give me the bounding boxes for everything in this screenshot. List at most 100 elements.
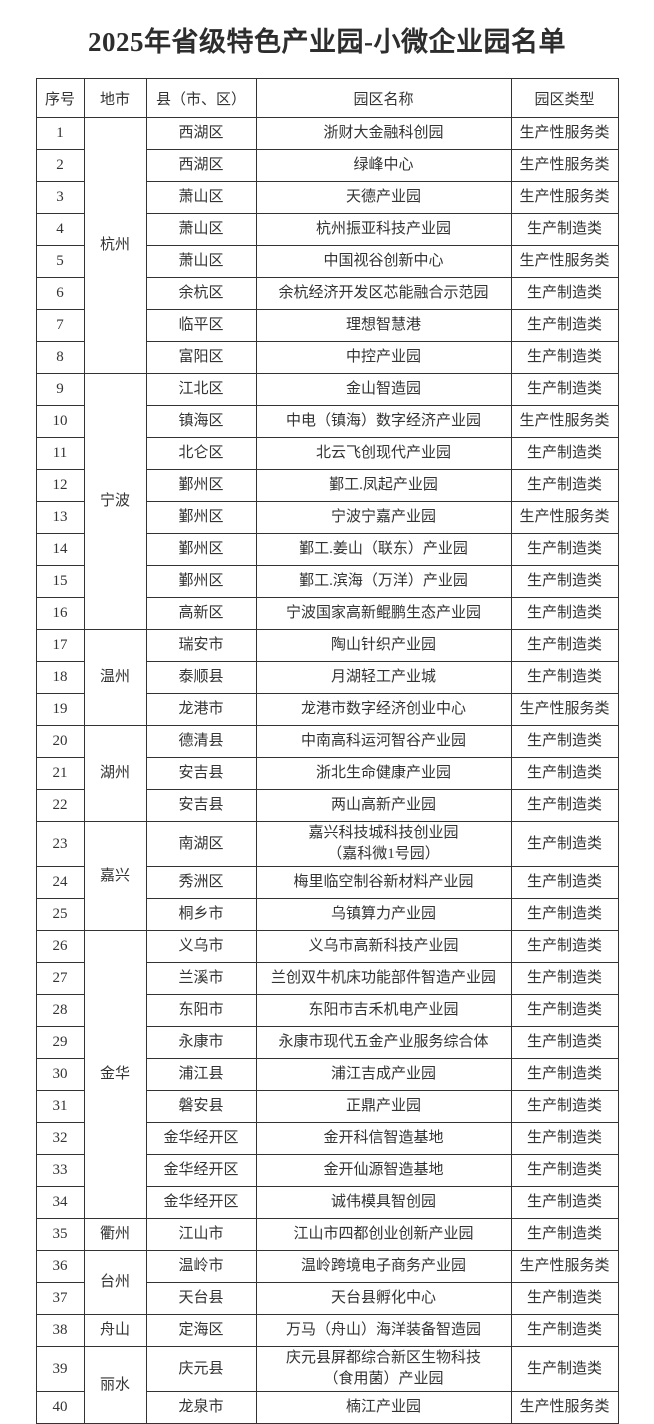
cell-no: 39: [35, 1346, 85, 1392]
cell-no: 22: [35, 789, 85, 822]
cell-county: 金华经开区: [145, 1122, 257, 1155]
cell-no: 11: [35, 437, 85, 470]
cell-park: 金开科信智造基地: [255, 1122, 512, 1155]
cell-county: 鄞州区: [145, 501, 257, 534]
cell-county: 鄞州区: [145, 469, 257, 502]
col-header-city: 地市: [83, 78, 147, 118]
cell-park: 义乌市高新科技产业园: [255, 930, 512, 963]
cell-park: 两山高新产业园: [255, 789, 512, 822]
table-row: 9 宁波 江北区 金山智造园 生产制造类: [35, 373, 619, 630]
cell-type: 生产性服务类: [510, 405, 619, 438]
table-row: 34 金华经开区 诚伟模具智创园 生产制造类: [35, 1186, 619, 1219]
cell-park: 鄞工.滨海（万洋）产业园: [255, 565, 512, 598]
table-row: 38 舟山 定海区 万马（舟山）海洋装备智造园 生产制造类: [35, 1314, 619, 1347]
cell-city: 舟山: [83, 1314, 147, 1347]
table-body: 1 杭州 西湖区 浙财大金融科创园 生产性服务类 2 西湖区 绿峰中心 生产性服务类 3 萧山区 天德…: [35, 117, 619, 1424]
table-row: 1 杭州 西湖区 浙财大金融科创园 生产性服务类: [35, 117, 619, 374]
cell-county: 安吉县: [145, 789, 257, 822]
cell-type: 生产性服务类: [510, 149, 619, 182]
cell-county: 泰顺县: [145, 661, 257, 694]
cell-county: 江山市: [145, 1218, 257, 1251]
table-row: 26 金华 义乌市 义乌市高新科技产业园 生产制造类: [35, 930, 619, 1219]
cell-park: 嘉兴科技城科技创业园 （嘉科微1号园）: [255, 821, 512, 867]
table-row: 35 衢州 江山市 江山市四都创业创新产业园 生产制造类: [35, 1218, 619, 1251]
col-header-type: 园区类型: [510, 78, 619, 118]
cell-no: 6: [35, 277, 85, 310]
cell-no: 18: [35, 661, 85, 694]
cell-county: 瑞安市: [145, 629, 257, 662]
cell-city: 金华: [83, 930, 147, 1219]
cell-park: 金山智造园: [255, 373, 512, 406]
table-row: 17 温州 瑞安市 陶山针织产业园 生产制造类: [35, 629, 619, 726]
cell-no: 33: [35, 1154, 85, 1187]
parks-table: 序号 地市 县（市、区） 园区名称 园区类型 1 杭州 西湖区 浙财大金融科创园 生产性…: [35, 78, 619, 1424]
cell-park: 庆元县屏都综合新区生物科技 （食用菌）产业园: [255, 1346, 512, 1392]
cell-type: 生产性服务类: [510, 501, 619, 534]
table-row: 14 鄞州区 鄞工.姜山（联东）产业园 生产制造类: [35, 533, 619, 566]
table-row: 7 临平区 理想智慧港 生产制造类: [35, 309, 619, 342]
cell-park: 兰创双牛机床功能部件智造产业园: [255, 962, 512, 995]
col-header-county: 县（市、区）: [145, 78, 257, 118]
table-row: 27 兰溪市 兰创双牛机床功能部件智造产业园 生产制造类: [35, 962, 619, 995]
cell-type: 生产制造类: [510, 533, 619, 566]
table-row: 15 鄞州区 鄞工.滨海（万洋）产业园 生产制造类: [35, 565, 619, 598]
col-header-no: 序号: [35, 78, 85, 118]
cell-no: 27: [35, 962, 85, 995]
cell-park: 龙港市数字经济创业中心: [255, 693, 512, 726]
cell-no: 9: [35, 373, 85, 406]
cell-park: 宁波宁嘉产业园: [255, 501, 512, 534]
cell-type: 生产制造类: [510, 994, 619, 1027]
cell-county: 萧山区: [145, 181, 257, 214]
cell-county: 磐安县: [145, 1090, 257, 1123]
cell-no: 23: [35, 821, 85, 867]
cell-county: 浦江县: [145, 1058, 257, 1091]
table-row: 13 鄞州区 宁波宁嘉产业园 生产性服务类: [35, 501, 619, 534]
cell-county: 温岭市: [145, 1250, 257, 1283]
cell-park: 陶山针织产业园: [255, 629, 512, 662]
table-row: 32 金华经开区 金开科信智造基地 生产制造类: [35, 1122, 619, 1155]
cell-no: 31: [35, 1090, 85, 1123]
cell-park: 中控产业园: [255, 341, 512, 374]
cell-type: 生产制造类: [510, 725, 619, 758]
cell-city: 温州: [83, 629, 147, 726]
cell-no: 26: [35, 930, 85, 963]
cell-park: 理想智慧港: [255, 309, 512, 342]
cell-park: 浙财大金融科创园: [255, 117, 512, 150]
cell-park: 鄞工.凤起产业园: [255, 469, 512, 502]
cell-no: 21: [35, 757, 85, 790]
cell-type: 生产制造类: [510, 1218, 619, 1251]
table-row: 21 安吉县 浙北生命健康产业园 生产制造类: [35, 757, 619, 790]
cell-county: 南湖区: [145, 821, 257, 867]
table-header-row: 序号 地市 县（市、区） 园区名称 园区类型: [35, 78, 619, 118]
cell-park: 中南高科运河智谷产业园: [255, 725, 512, 758]
cell-park: 浦江吉成产业园: [255, 1058, 512, 1091]
cell-no: 1: [35, 117, 85, 150]
cell-no: 20: [35, 725, 85, 758]
cell-county: 富阳区: [145, 341, 257, 374]
cell-park: 天德产业园: [255, 181, 512, 214]
cell-county: 定海区: [145, 1314, 257, 1347]
page-title: 2025年省级特色产业园-小微企业园名单: [88, 27, 566, 57]
cell-park: 万马（舟山）海洋装备智造园: [255, 1314, 512, 1347]
table-row: 25 桐乡市 乌镇算力产业园 生产制造类: [35, 898, 619, 931]
cell-city: 杭州: [83, 117, 147, 374]
cell-county: 西湖区: [145, 149, 257, 182]
cell-type: 生产制造类: [510, 565, 619, 598]
cell-park: 天台县孵化中心: [255, 1282, 512, 1315]
table-row: 31 磐安县 正鼎产业园 生产制造类: [35, 1090, 619, 1123]
cell-park: 中国视谷创新中心: [255, 245, 512, 278]
cell-county: 安吉县: [145, 757, 257, 790]
cell-type: 生产制造类: [510, 469, 619, 502]
cell-county: 永康市: [145, 1026, 257, 1059]
cell-type: 生产制造类: [510, 1058, 619, 1091]
table-row: 3 萧山区 天德产业园 生产性服务类: [35, 181, 619, 214]
cell-no: 5: [35, 245, 85, 278]
table-row: 4 萧山区 杭州振亚科技产业园 生产制造类: [35, 213, 619, 246]
cell-type: 生产性服务类: [510, 693, 619, 726]
cell-type: 生产制造类: [510, 757, 619, 790]
cell-city: 宁波: [83, 373, 147, 630]
cell-park: 中电（镇海）数字经济产业园: [255, 405, 512, 438]
cell-county: 德清县: [145, 725, 257, 758]
cell-park: 余杭经济开发区芯能融合示范园: [255, 277, 512, 310]
cell-park: 鄞工.姜山（联东）产业园: [255, 533, 512, 566]
